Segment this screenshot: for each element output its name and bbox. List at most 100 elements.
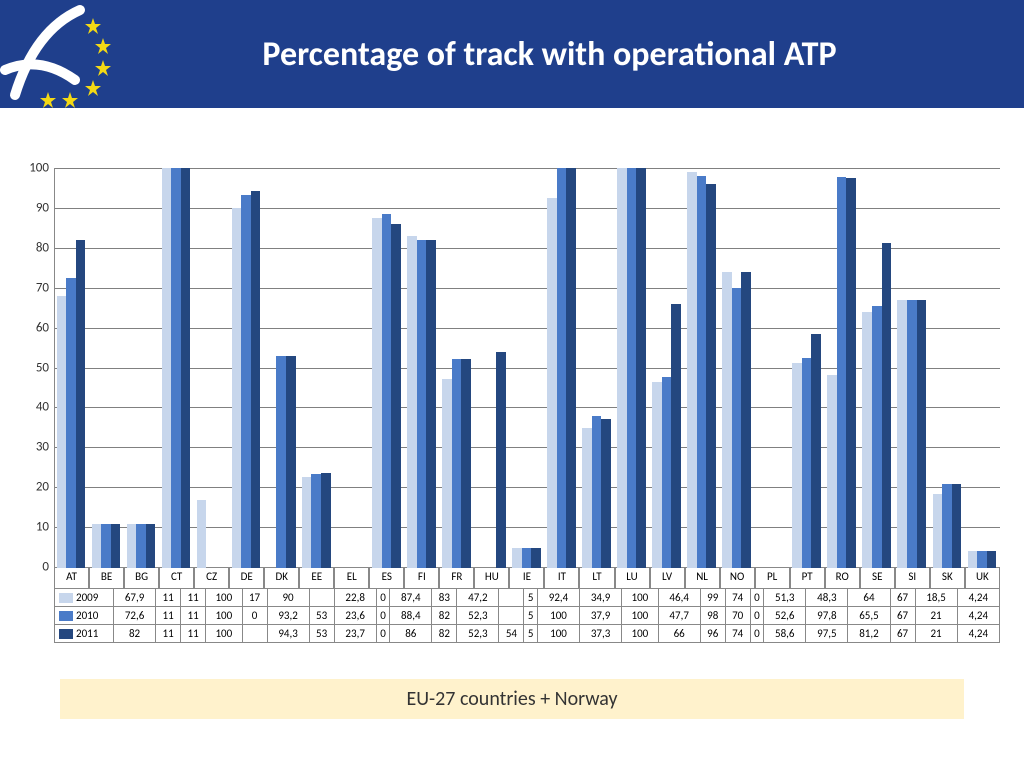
legend-label: 2009 bbox=[55, 589, 114, 607]
table-cell: 54 bbox=[499, 625, 524, 643]
table-cell: 18,5 bbox=[915, 589, 957, 607]
table-cell: 5 bbox=[524, 607, 538, 625]
table-cell: 0 bbox=[376, 625, 390, 643]
bar bbox=[942, 484, 952, 568]
bar bbox=[372, 218, 382, 568]
x-label: BE bbox=[89, 568, 124, 588]
legend-swatch bbox=[59, 611, 73, 621]
legend-swatch bbox=[59, 593, 73, 603]
table-cell bbox=[309, 589, 334, 607]
table-cell: 52,3 bbox=[457, 625, 499, 643]
table-cell: 5 bbox=[524, 589, 538, 607]
x-label: ES bbox=[369, 568, 404, 588]
bar bbox=[917, 300, 927, 568]
bar bbox=[617, 168, 627, 568]
table-cell: 74 bbox=[725, 625, 750, 643]
table-cell: 23,7 bbox=[334, 625, 376, 643]
x-label: SE bbox=[860, 568, 895, 588]
bar bbox=[57, 296, 67, 568]
bar bbox=[496, 352, 506, 568]
legend-label: 2010 bbox=[55, 607, 114, 625]
bar bbox=[181, 168, 191, 568]
bar bbox=[671, 304, 681, 568]
bar bbox=[241, 195, 251, 568]
bar bbox=[302, 477, 312, 568]
y-tick: 70 bbox=[36, 280, 55, 295]
chart-container: 0102030405060708090100 ATBEBGCTCZDEDKEEE… bbox=[0, 108, 1024, 653]
y-tick: 100 bbox=[29, 161, 55, 176]
x-label: BG bbox=[124, 568, 159, 588]
x-label: EL bbox=[334, 568, 369, 588]
table-cell: 100 bbox=[537, 625, 579, 643]
table-cell: 81,2 bbox=[848, 625, 890, 643]
table-cell: 11 bbox=[156, 607, 181, 625]
y-tick: 80 bbox=[36, 240, 55, 255]
x-label: PT bbox=[790, 568, 825, 588]
bar bbox=[197, 500, 207, 568]
table-cell: 47,2 bbox=[457, 589, 499, 607]
table-cell: 11 bbox=[181, 607, 206, 625]
bar bbox=[592, 416, 602, 568]
category-IE bbox=[509, 168, 544, 568]
bar bbox=[311, 474, 321, 568]
table-cell: 100 bbox=[206, 625, 242, 643]
x-label: SI bbox=[895, 568, 930, 588]
table-cell: 37,3 bbox=[580, 625, 622, 643]
table-cell: 0 bbox=[750, 607, 764, 625]
table-cell: 23,6 bbox=[334, 607, 376, 625]
category-EL bbox=[334, 168, 369, 568]
data-table: 200967,91111100179022,8087,48347,2592,43… bbox=[54, 588, 1000, 643]
bar bbox=[171, 168, 181, 568]
table-cell: 67 bbox=[890, 589, 915, 607]
bar bbox=[827, 375, 837, 568]
table-cell: 82 bbox=[114, 625, 156, 643]
bar bbox=[652, 382, 662, 568]
table-cell: 22,8 bbox=[334, 589, 376, 607]
x-label: NL bbox=[685, 568, 720, 588]
category-PT bbox=[790, 168, 825, 568]
table-cell: 87,4 bbox=[390, 589, 432, 607]
table-cell: 0 bbox=[242, 607, 267, 625]
table-cell: 96 bbox=[700, 625, 725, 643]
category-NO bbox=[720, 168, 755, 568]
table-cell: 97,8 bbox=[806, 607, 848, 625]
table-cell: 66 bbox=[658, 625, 700, 643]
x-label: EE bbox=[299, 568, 334, 588]
table-cell: 0 bbox=[750, 589, 764, 607]
table-cell: 94,3 bbox=[267, 625, 309, 643]
bar bbox=[732, 288, 742, 568]
table-cell: 99 bbox=[700, 589, 725, 607]
bar bbox=[461, 359, 471, 568]
table-cell bbox=[242, 625, 267, 643]
bar bbox=[276, 356, 286, 568]
x-label: CZ bbox=[194, 568, 229, 588]
table-cell: 11 bbox=[156, 625, 181, 643]
category-BG bbox=[124, 168, 159, 568]
header-bar: Percentage of track with operational ATP bbox=[0, 0, 1024, 108]
category-PL bbox=[755, 168, 790, 568]
bar bbox=[882, 243, 892, 568]
bar bbox=[952, 484, 962, 568]
bar bbox=[111, 524, 121, 568]
bar bbox=[232, 208, 242, 568]
x-label: DE bbox=[229, 568, 264, 588]
page-title: Percentage of track with operational ATP bbox=[115, 34, 1024, 75]
table-cell: 11 bbox=[181, 589, 206, 607]
table-cell: 67 bbox=[890, 607, 915, 625]
y-tick: 90 bbox=[36, 200, 55, 215]
table-cell: 4,24 bbox=[957, 589, 999, 607]
bar bbox=[687, 172, 697, 568]
table-cell: 82 bbox=[432, 607, 457, 625]
category-LT bbox=[579, 168, 614, 568]
bar bbox=[897, 300, 907, 568]
bar bbox=[636, 168, 646, 568]
table-cell: 47,7 bbox=[658, 607, 700, 625]
table-cell: 98 bbox=[700, 607, 725, 625]
table-cell: 90 bbox=[267, 589, 309, 607]
x-label: NO bbox=[720, 568, 755, 588]
bar bbox=[706, 184, 716, 568]
bar bbox=[987, 551, 997, 568]
x-label: DK bbox=[264, 568, 299, 588]
bar bbox=[601, 419, 611, 568]
x-label: LU bbox=[615, 568, 650, 588]
